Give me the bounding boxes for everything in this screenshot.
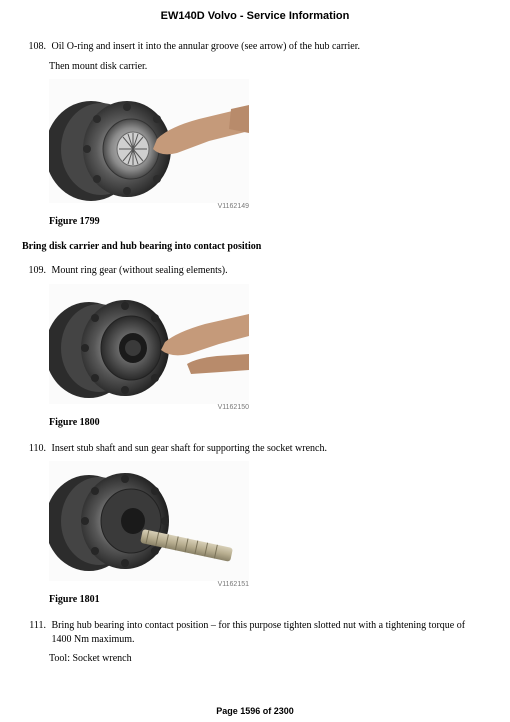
figure-1799-image [49,79,249,203]
figure-1800-image [49,284,249,404]
step-text: Insert stub shaft and sun gear shaft for… [52,442,482,456]
step-108-cont: Then mount disk carrier. [49,60,488,74]
step-text: Bring hub bearing into contact position … [52,619,482,646]
figure-1800-id: V1162150 [49,404,249,411]
figure-1799-block: V1162149 Figure 1799 [49,79,488,227]
step-109: 109. Mount ring gear (without sealing el… [22,264,488,278]
page-footer: Page 1596 of 2300 [0,706,510,716]
step-text: Mount ring gear (without sealing element… [52,264,482,278]
figure-1801-id: V1162151 [49,581,249,588]
step-number: 109. [22,264,46,278]
step-108: 108. Oil O-ring and insert it into the a… [22,40,488,54]
figure-1801-caption: Figure 1801 [49,594,488,605]
section-heading: Bring disk carrier and hub bearing into … [22,241,488,252]
step-number: 111. [22,619,46,633]
step-111-cont: Tool: Socket wrench [49,652,488,666]
step-111: 111. Bring hub bearing into contact posi… [22,619,488,646]
step-number: 110. [22,442,46,456]
step-110: 110. Insert stub shaft and sun gear shaf… [22,442,488,456]
figure-1800-caption: Figure 1800 [49,417,488,428]
step-number: 108. [22,40,46,54]
figure-1799-caption: Figure 1799 [49,216,488,227]
step-text: Oil O-ring and insert it into the annula… [52,40,482,54]
figure-1801-block: V1162151 Figure 1801 [49,461,488,605]
page-header: EW140D Volvo - Service Information [22,10,488,22]
figure-1801-image [49,461,249,581]
figure-1800-block: V1162150 Figure 1800 [49,284,488,428]
figure-1799-id: V1162149 [49,203,249,210]
